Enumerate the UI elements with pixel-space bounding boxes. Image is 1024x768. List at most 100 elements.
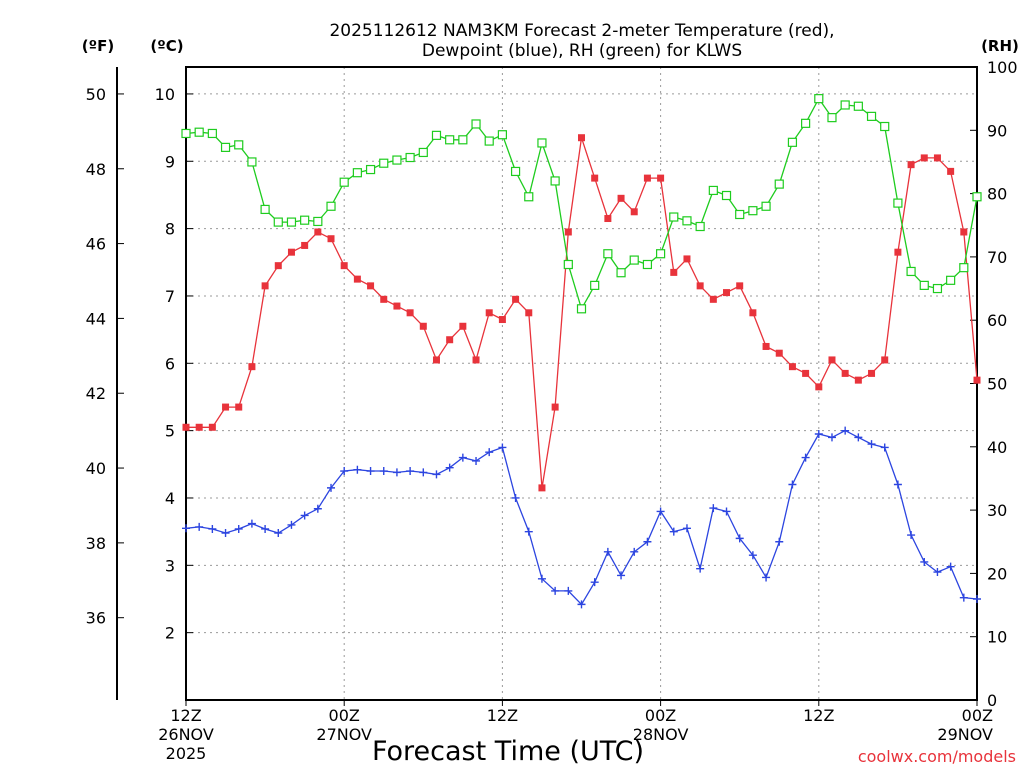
data-point bbox=[696, 282, 704, 290]
data-point bbox=[195, 423, 203, 431]
data-point bbox=[472, 356, 480, 364]
rh-unit-label: (RH) bbox=[981, 37, 1019, 55]
data-point bbox=[208, 524, 217, 533]
fahrenheit-tick-label: 40 bbox=[86, 459, 106, 478]
data-point bbox=[604, 215, 612, 223]
rh-tick-label: 70 bbox=[987, 248, 1007, 267]
data-point bbox=[881, 356, 889, 364]
data-point bbox=[603, 249, 613, 259]
data-point bbox=[893, 480, 902, 489]
data-point bbox=[590, 280, 600, 290]
data-point bbox=[840, 100, 850, 110]
data-point bbox=[418, 147, 428, 158]
data-point bbox=[933, 154, 941, 162]
data-point bbox=[827, 113, 837, 123]
rh-tick-label: 90 bbox=[987, 121, 1007, 140]
data-point bbox=[366, 467, 375, 476]
data-point bbox=[550, 176, 560, 186]
data-point bbox=[471, 119, 481, 129]
data-point bbox=[353, 465, 362, 474]
data-point bbox=[564, 586, 573, 595]
data-point bbox=[762, 573, 771, 582]
data-point bbox=[854, 376, 862, 384]
data-point bbox=[933, 568, 942, 577]
data-point bbox=[919, 280, 929, 290]
data-point bbox=[576, 304, 587, 314]
data-point bbox=[222, 403, 230, 411]
data-point bbox=[510, 166, 521, 177]
data-point bbox=[894, 248, 902, 256]
data-point bbox=[392, 468, 401, 477]
rh-tick-label: 100 bbox=[987, 58, 1018, 77]
data-point bbox=[603, 547, 612, 556]
celsius-tick-label: 7 bbox=[165, 287, 175, 306]
data-point bbox=[906, 266, 916, 277]
data-point bbox=[273, 217, 283, 227]
data-point bbox=[682, 216, 692, 226]
data-point bbox=[537, 574, 546, 583]
data-point bbox=[300, 215, 310, 225]
data-point bbox=[234, 140, 244, 150]
data-point bbox=[788, 480, 797, 489]
time-tick-label: 00Z bbox=[329, 706, 360, 725]
data-point bbox=[670, 268, 678, 276]
data-point bbox=[920, 154, 928, 162]
data-point bbox=[327, 483, 336, 492]
data-point bbox=[446, 336, 454, 344]
data-point bbox=[379, 158, 389, 168]
data-point bbox=[801, 118, 811, 128]
data-point bbox=[947, 167, 955, 175]
data-point bbox=[815, 383, 823, 391]
data-point bbox=[458, 135, 468, 145]
data-point bbox=[643, 537, 652, 546]
data-point bbox=[406, 467, 415, 476]
data-point bbox=[261, 524, 270, 533]
time-tick-date: 27NOV bbox=[316, 725, 372, 744]
rh-tick-label: 60 bbox=[987, 311, 1007, 330]
data-point bbox=[827, 433, 836, 442]
data-point bbox=[617, 571, 626, 580]
data-point bbox=[709, 295, 717, 303]
data-point bbox=[775, 537, 784, 546]
data-point bbox=[207, 128, 217, 139]
data-point bbox=[287, 248, 295, 256]
data-point bbox=[352, 168, 362, 178]
chart-title: 2025112612 NAM3KM Forecast 2-meter Tempe… bbox=[329, 21, 834, 41]
data-point bbox=[313, 504, 322, 513]
data-point bbox=[498, 316, 506, 324]
fahrenheit-tick-label: 48 bbox=[86, 160, 106, 179]
data-point bbox=[669, 212, 679, 222]
fahrenheit-tick-label: 42 bbox=[86, 384, 106, 403]
series-2-meter-temperature bbox=[182, 134, 981, 492]
data-point bbox=[458, 453, 467, 462]
data-point bbox=[194, 127, 204, 137]
series-rh bbox=[181, 94, 982, 314]
data-point bbox=[367, 282, 375, 290]
data-point bbox=[392, 155, 402, 165]
data-point bbox=[340, 467, 349, 476]
data-point bbox=[406, 309, 414, 317]
data-point bbox=[841, 426, 850, 435]
data-point bbox=[748, 551, 757, 560]
fahrenheit-tick-label: 38 bbox=[86, 534, 106, 553]
data-point bbox=[802, 369, 810, 377]
data-point bbox=[182, 524, 190, 533]
data-point bbox=[854, 433, 863, 442]
data-point bbox=[959, 593, 968, 602]
data-point bbox=[340, 262, 348, 270]
celsius-axis: 2 3 4 5 6 7 8 9 10 bbox=[155, 85, 193, 643]
data-point bbox=[563, 259, 573, 270]
data-point bbox=[893, 198, 903, 208]
celsius-unit-label: (ºC) bbox=[150, 37, 183, 55]
data-point bbox=[695, 221, 705, 232]
celsius-tick-label: 4 bbox=[165, 489, 175, 508]
data-point bbox=[564, 228, 572, 236]
data-point bbox=[868, 369, 876, 377]
celsius-tick-label: 3 bbox=[165, 556, 175, 575]
data-point bbox=[853, 101, 863, 111]
fahrenheit-axis: 36 38 40 42 44 46 48 50 bbox=[86, 85, 124, 628]
data-point bbox=[762, 342, 770, 350]
data-point bbox=[537, 138, 547, 148]
